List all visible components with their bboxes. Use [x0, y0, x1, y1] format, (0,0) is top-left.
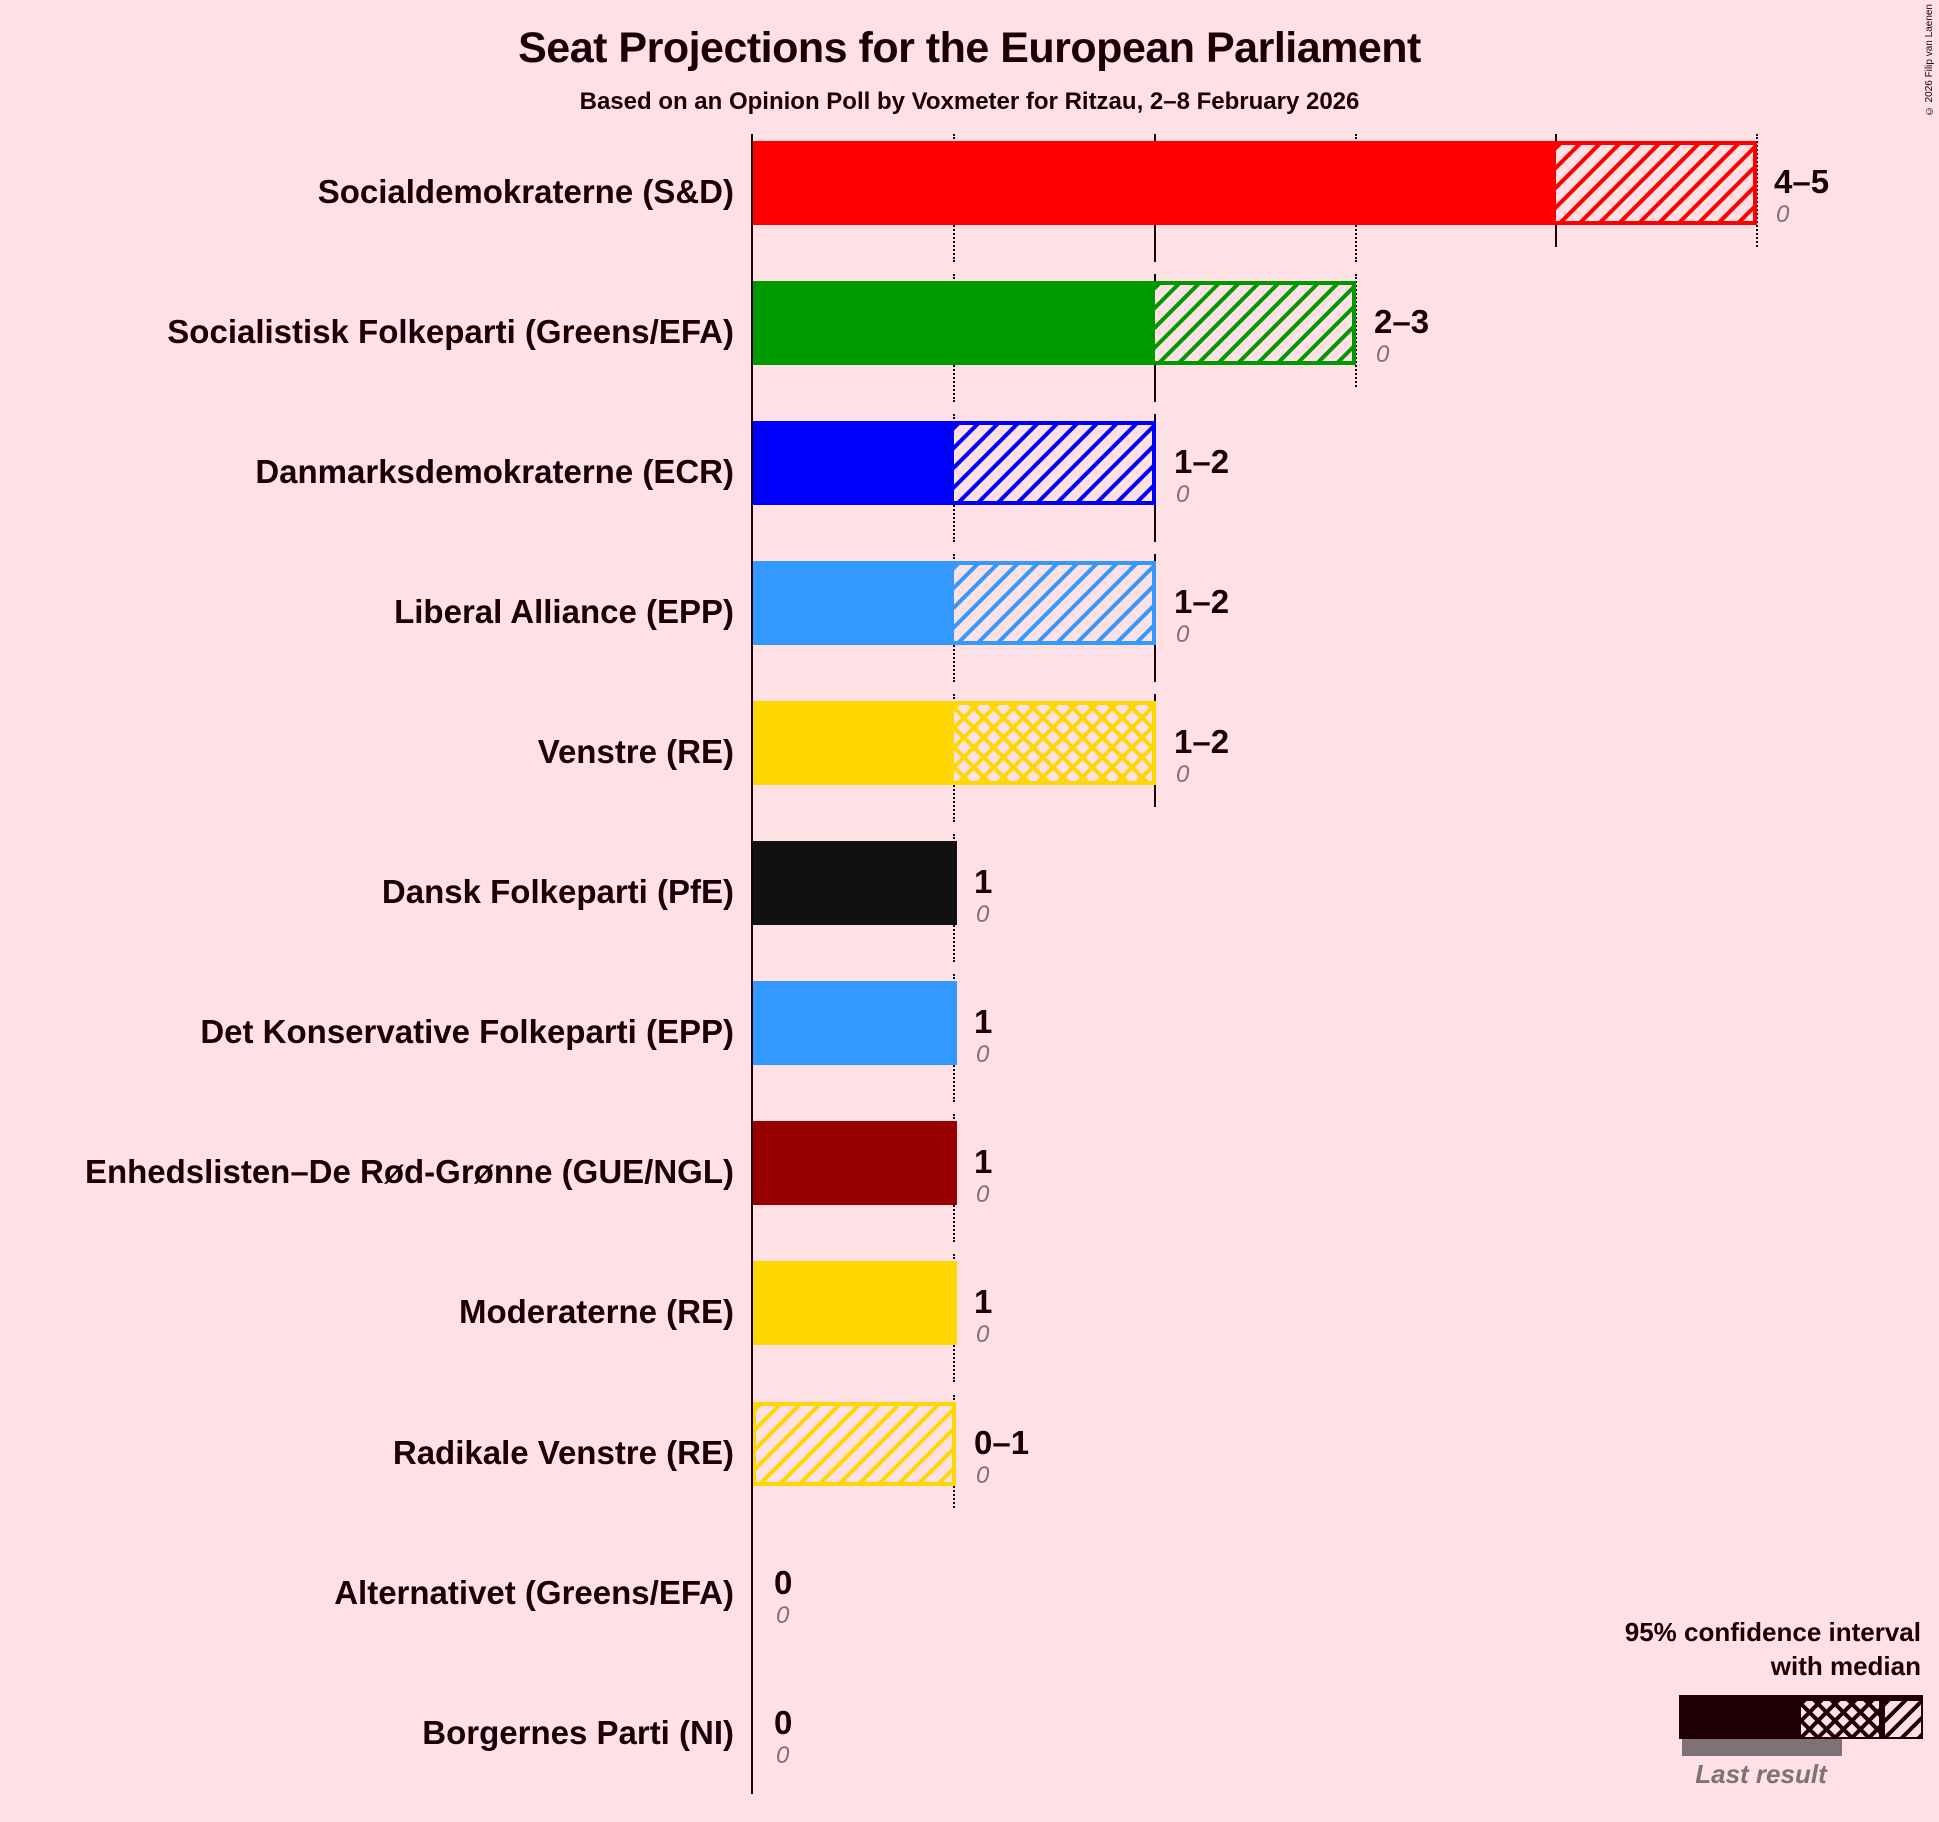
median-bar[interactable] — [752, 841, 957, 925]
last-result: 0 — [976, 901, 990, 928]
seat-range: 0–1 — [974, 1424, 1030, 1461]
seat-range: 1 — [974, 1143, 993, 1180]
median-bar[interactable] — [752, 701, 954, 785]
party-row: Radikale Venstre (RE) 0–1 0 — [0, 1395, 1939, 1542]
legend: 95% confidence interval with median Last… — [1601, 1615, 1923, 1789]
seat-range: 1 — [974, 1003, 993, 1040]
party-label: Dansk Folkeparti (PfE) — [381, 873, 734, 910]
party-row: Danmarksdemokraterne (ECR) 1–2 0 — [0, 414, 1939, 561]
party-label: Alternativet (Greens/EFA) — [334, 1574, 734, 1611]
last-result: 0 — [1176, 481, 1190, 508]
party-label: Borgernes Parti (NI) — [422, 1714, 734, 1751]
gridline-5 — [1756, 134, 1758, 247]
ci-bar[interactable] — [1556, 141, 1757, 225]
seat-range: 1 — [974, 863, 993, 900]
party-label: Det Konservative Folkeparti (EPP) — [200, 1013, 734, 1050]
seat-range: 2–3 — [1374, 303, 1430, 340]
seat-range: 1–2 — [1174, 443, 1230, 480]
ci-bar[interactable] — [954, 561, 1156, 645]
party-label: Enhedslisten–De Rød-Grønne (GUE/NGL) — [84, 1153, 734, 1190]
seat-range: 1 — [974, 1283, 993, 1320]
last-result: 0 — [976, 1462, 990, 1489]
party-row: Socialistisk Folkeparti (Greens/EFA) 2–3… — [0, 274, 1939, 421]
last-result: 0 — [976, 1181, 990, 1208]
last-result: 0 — [976, 1041, 990, 1068]
gridline-3 — [1355, 274, 1357, 387]
party-row: Enhedslisten–De Rød-Grønne (GUE/NGL) 1 0 — [0, 1114, 1939, 1261]
last-result: 0 — [1176, 621, 1190, 648]
party-row: Socialdemokraterne (S&D) 4–5 0 — [0, 134, 1939, 281]
ci-bar[interactable] — [1155, 281, 1356, 365]
legend-last-result-swatch — [1682, 1739, 1842, 1756]
legend-title-line2: with median — [1770, 1651, 1921, 1681]
party-row: Borgernes Parti (NI) 0 0 — [0, 1682, 1939, 1822]
median-bar[interactable] — [752, 1261, 957, 1345]
party-label: Venstre (RE) — [537, 733, 734, 770]
zero-axis — [751, 134, 753, 1794]
legend-sample-bar — [1679, 1695, 1923, 1739]
seat-range: 4–5 — [1774, 163, 1830, 200]
legend-crosshatch-swatch — [1801, 1701, 1879, 1737]
ci-bar[interactable] — [954, 701, 1156, 785]
chart-subtitle: Based on an Opinion Poll by Voxmeter for… — [579, 88, 1360, 115]
ci-bar[interactable] — [954, 421, 1156, 505]
seat-range: 1–2 — [1174, 723, 1230, 760]
legend-hatch-swatch — [1885, 1701, 1921, 1737]
last-result: 0 — [1376, 341, 1390, 368]
party-label: Liberal Alliance (EPP) — [394, 593, 734, 630]
median-bar[interactable] — [752, 281, 1155, 365]
ci-bar[interactable] — [752, 1402, 956, 1486]
median-bar[interactable] — [752, 1121, 957, 1205]
median-bar[interactable] — [752, 981, 957, 1065]
seat-range: 0 — [774, 1704, 793, 1741]
last-result: 0 — [976, 1321, 990, 1348]
last-result: 0 — [776, 1742, 790, 1769]
median-bar[interactable] — [752, 141, 1556, 225]
median-bar[interactable] — [752, 561, 954, 645]
last-result: 0 — [1776, 201, 1790, 228]
last-result: 0 — [776, 1602, 790, 1629]
seat-range: 1–2 — [1174, 583, 1230, 620]
party-row: Liberal Alliance (EPP) 1–2 0 — [0, 554, 1939, 701]
party-label: Moderaterne (RE) — [458, 1293, 734, 1330]
chart-title: Seat Projections for the European Parlia… — [518, 24, 1421, 72]
party-row: Dansk Folkeparti (PfE) 1 0 — [0, 834, 1939, 981]
last-result: 0 — [1176, 761, 1190, 788]
party-row: Venstre (RE) 1–2 0 — [0, 694, 1939, 841]
legend-title-line1: 95% confidence interval — [1624, 1617, 1921, 1647]
seat-range: 0 — [774, 1564, 793, 1601]
party-label: Radikale Venstre (RE) — [392, 1434, 734, 1471]
party-row: Det Konservative Folkeparti (EPP) 1 0 — [0, 974, 1939, 1121]
party-label: Socialdemokraterne (S&D) — [317, 173, 734, 210]
party-label: Socialistisk Folkeparti (Greens/EFA) — [167, 313, 734, 350]
party-label: Danmarksdemokraterne (ECR) — [255, 453, 734, 490]
party-row: Moderaterne (RE) 1 0 — [0, 1254, 1939, 1401]
legend-last-result-label: Last result — [1695, 1759, 1827, 1789]
median-bar[interactable] — [752, 421, 954, 505]
party-row: Alternativet (Greens/EFA) 0 0 — [0, 1542, 1939, 1682]
